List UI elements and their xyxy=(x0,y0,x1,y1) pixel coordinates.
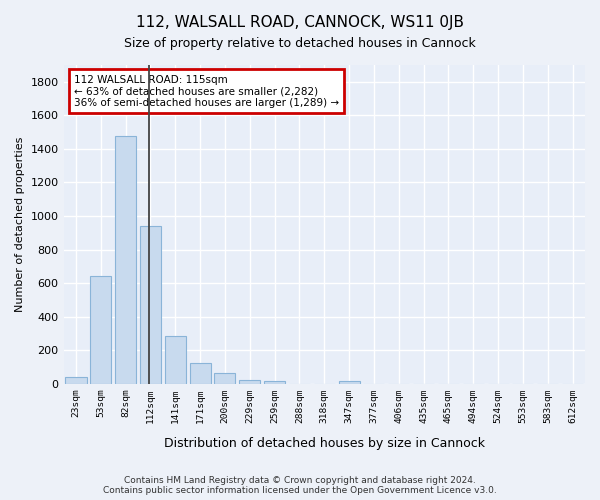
Bar xyxy=(140,226,161,384)
Bar xyxy=(190,363,211,384)
Bar xyxy=(65,377,86,384)
Text: 112, WALSALL ROAD, CANNOCK, WS11 0JB: 112, WALSALL ROAD, CANNOCK, WS11 0JB xyxy=(136,15,464,30)
Bar xyxy=(165,336,186,384)
Bar xyxy=(115,136,136,384)
Bar xyxy=(264,381,285,384)
Text: Size of property relative to detached houses in Cannock: Size of property relative to detached ho… xyxy=(124,38,476,51)
Text: 112 WALSALL ROAD: 115sqm
← 63% of detached houses are smaller (2,282)
36% of sem: 112 WALSALL ROAD: 115sqm ← 63% of detach… xyxy=(74,74,339,108)
Bar xyxy=(214,373,235,384)
Text: Contains HM Land Registry data © Crown copyright and database right 2024.
Contai: Contains HM Land Registry data © Crown c… xyxy=(103,476,497,495)
X-axis label: Distribution of detached houses by size in Cannock: Distribution of detached houses by size … xyxy=(164,437,485,450)
Y-axis label: Number of detached properties: Number of detached properties xyxy=(15,136,25,312)
Bar xyxy=(338,381,359,384)
Bar xyxy=(90,276,112,384)
Bar xyxy=(239,380,260,384)
